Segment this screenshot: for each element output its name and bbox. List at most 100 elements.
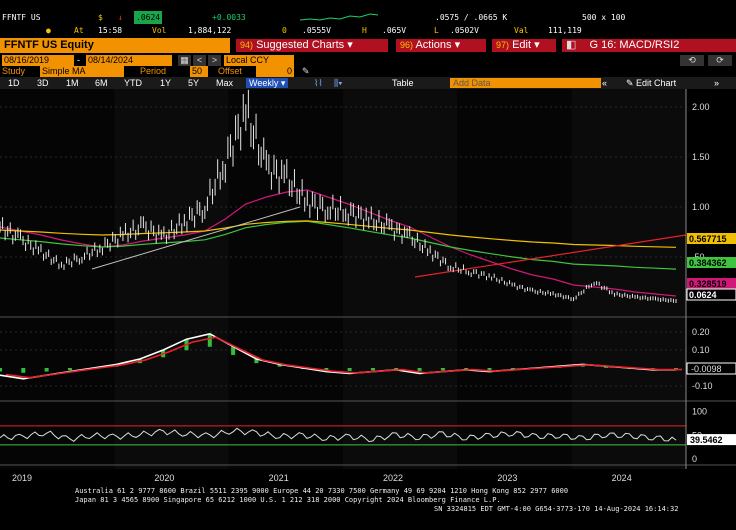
price-tick-label: 1.50	[692, 152, 710, 162]
last-value-label: 0.0624	[689, 290, 717, 300]
range-5y[interactable]: 5Y	[188, 78, 200, 88]
val-value: 111,119	[548, 26, 582, 35]
range-1y[interactable]: 1Y	[160, 78, 172, 88]
trendline-up	[91, 206, 301, 270]
chart-area[interactable]: .501.001.502.000.5677150.3843620.3285190…	[0, 89, 736, 485]
trendline-red	[414, 234, 687, 278]
add-data-field[interactable]: Add Data	[450, 78, 601, 88]
chart-toolbar: 1D 3D 1M 6M YTD 1Y 5Y Max Weekly ▾ ⌇⌇ ⫼▾…	[0, 77, 736, 89]
macd-tick-label: 0.20	[692, 327, 710, 337]
high-label: H	[362, 26, 367, 35]
table-button[interactable]: Table	[392, 78, 414, 88]
footer-session: SN 3324815 EDT GMT-4:00 G654-3773-170 14…	[434, 505, 679, 513]
macd-histogram-bar	[487, 368, 492, 371]
range-1m[interactable]: 1M	[66, 78, 79, 88]
ticker-symbol[interactable]: FFNTF US	[2, 13, 41, 22]
macd-histogram-bar	[0, 368, 2, 372]
macd-last-label: -0.0098	[691, 364, 722, 374]
low-value: .0502V	[450, 26, 479, 35]
quote-line: FFNTF US $ ↓ .0624 +0.0033 .0575 / .0665…	[0, 11, 736, 24]
actions-button[interactable]: 96) Actions ▾	[396, 39, 486, 52]
study-label: Study	[2, 66, 26, 76]
rsi-last-box	[687, 434, 736, 446]
bar-chart-icon[interactable]: ⫼▾	[334, 78, 343, 88]
last-price: .0624	[134, 11, 163, 24]
calendar-icon[interactable]: ▦	[178, 55, 191, 66]
ma-green-line	[0, 220, 677, 270]
price-panel	[0, 89, 687, 303]
edit-button[interactable]: 97) Edit ▾	[492, 39, 556, 52]
open-label: 0	[282, 26, 287, 35]
chart-name-bar[interactable]: ◧ G 16: MACD/RSI2	[562, 39, 736, 52]
macd-histogram-bar	[604, 366, 609, 368]
suggested-num: 94)	[240, 40, 254, 50]
expand-right-icon[interactable]: »	[714, 78, 720, 88]
dropdown-icon: ▾	[454, 39, 461, 51]
rsi-last-label: 39.5462	[690, 435, 723, 445]
pencil-icon[interactable]: ✎	[302, 66, 310, 76]
frequency-select[interactable]: Weekly ▾	[246, 78, 289, 88]
macd-panel	[0, 332, 682, 380]
last-value-label: 0.328519	[689, 279, 727, 289]
macd-histogram-bar	[347, 368, 352, 371]
last-value-box	[687, 257, 736, 268]
x-tick-label: 2019	[12, 473, 32, 483]
security-name[interactable]: FFNTF US Equity	[0, 38, 230, 53]
line-chart-icon[interactable]: ⌇⌇	[314, 78, 323, 88]
dropdown-icon: ▾	[347, 39, 353, 51]
high-value: .065V	[382, 26, 407, 35]
net-change: +0.0033	[212, 13, 246, 22]
range-3d[interactable]: 3D	[37, 78, 49, 88]
dropdown-icon: ▾	[534, 39, 540, 51]
chart-name: G 16: MACD/RSI2	[589, 39, 680, 51]
macd-histogram-bar	[21, 368, 26, 373]
undo-icon[interactable]: ⟲	[680, 55, 704, 66]
end-date-field[interactable]: 08/14/2024	[86, 55, 172, 66]
quote-line-2: ● At 15:58 Vol 1,884,122 0 .0555V H .065…	[0, 24, 736, 37]
quote-time: 15:58	[98, 26, 123, 35]
macd-histogram-bar	[370, 368, 375, 371]
frequency-label: Weekly	[249, 78, 279, 88]
range-1d[interactable]: 1D	[8, 78, 20, 88]
prev-period-button[interactable]: <	[193, 55, 206, 66]
macd-histogram-bar	[394, 368, 399, 370]
x-tick-label: 2023	[497, 473, 517, 483]
actions-num: 96)	[400, 40, 414, 50]
range-6m[interactable]: 6M	[95, 78, 108, 88]
val-label: Val	[514, 26, 529, 35]
last-value-label: 0.384362	[689, 258, 727, 268]
start-date-field[interactable]: 08/16/2019	[2, 55, 74, 66]
volume-value: 1,884,122	[188, 26, 232, 35]
edit-chart-button[interactable]: ✎ Edit Chart	[626, 78, 677, 88]
macd-last-box	[686, 362, 736, 375]
period-field[interactable]: 50	[190, 66, 208, 77]
rsi-line	[0, 427, 677, 443]
redo-icon[interactable]: ⟳	[708, 55, 732, 66]
edit-chart-label: Edit Chart	[636, 78, 677, 88]
macd-histogram-bar	[510, 368, 515, 370]
chart-background	[0, 89, 686, 469]
macd-histogram-bar	[67, 368, 72, 371]
suggested-label: Suggested Charts	[256, 39, 345, 51]
year-band	[571, 89, 686, 469]
study-field[interactable]: Simple MA	[40, 66, 124, 77]
price-tick-label: 2.00	[692, 102, 710, 112]
axes: .501.001.502.000.5677150.3843620.3285190…	[685, 89, 736, 469]
range-ytd[interactable]: YTD	[124, 78, 142, 88]
collapse-icon[interactable]: ◧	[566, 39, 577, 51]
footer-contacts-2: Japan 81 3 4565 8900 Singapore 65 6212 1…	[75, 496, 501, 504]
collapse-left-icon[interactable]: «	[602, 78, 608, 88]
next-period-button[interactable]: >	[208, 55, 221, 66]
currency-field[interactable]: Local CCY	[224, 55, 294, 66]
macd-histogram-bar	[254, 359, 259, 364]
rsi-tick-label: 0	[692, 454, 697, 464]
offset-label: Offset	[218, 66, 242, 76]
footer: Australia 61 2 9777 8600 Brazil 5511 239…	[0, 485, 736, 530]
year-band	[228, 89, 343, 469]
suggested-charts-button[interactable]: 94) Suggested Charts ▾	[236, 39, 388, 52]
grid-lines	[0, 106, 736, 466]
range-max[interactable]: Max	[216, 78, 234, 88]
open-value: .0555V	[302, 26, 331, 35]
offset-field[interactable]: 0	[256, 66, 294, 77]
currency-symbol: $	[98, 13, 103, 22]
